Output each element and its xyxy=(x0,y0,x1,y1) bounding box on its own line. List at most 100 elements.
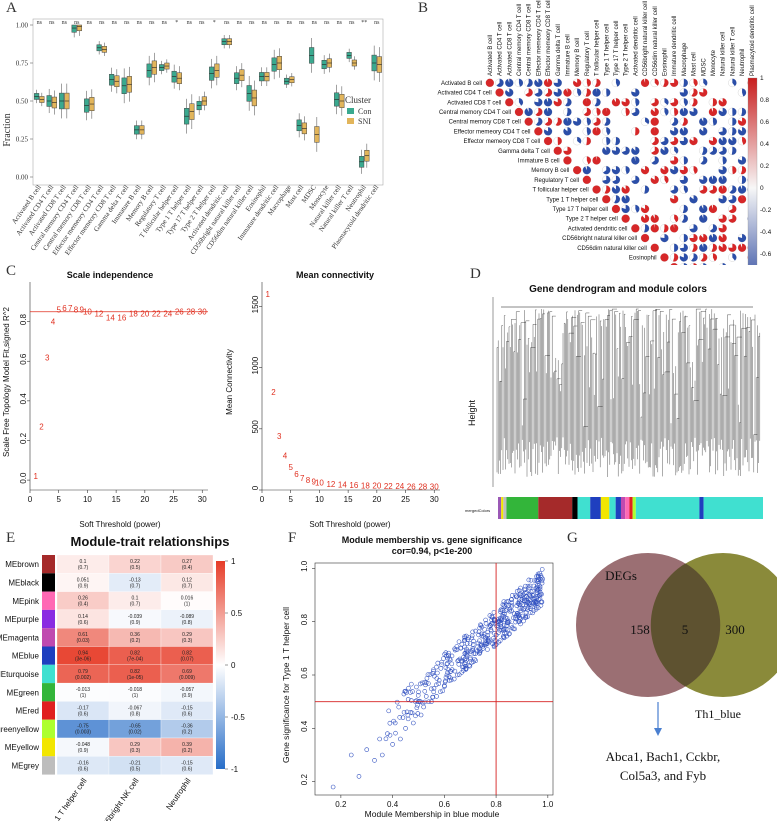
corr-pie xyxy=(650,107,659,117)
corr-pie xyxy=(738,127,747,136)
module-color-swatch xyxy=(42,555,55,574)
mean-connectivity-point: 16 xyxy=(349,481,358,490)
scatter-point xyxy=(431,686,437,691)
heatmap-cell-pvalue: (0.2) xyxy=(130,638,141,644)
corr-pie xyxy=(708,234,717,243)
scatter-point xyxy=(516,612,522,618)
heatmap-cell-value: 0.61 xyxy=(78,632,88,638)
corr-pie xyxy=(545,88,553,97)
heatmap-cell-value: 0.22 xyxy=(130,559,140,565)
mean-connectivity-point: 26 xyxy=(407,482,416,491)
corr-pie xyxy=(505,88,514,97)
heatmap-cell-value: 0.016 xyxy=(181,596,194,602)
scatter-point xyxy=(405,716,411,722)
corr-colorbar-tick: 0.4 xyxy=(760,141,769,148)
corr-col-label: Immature dendritic cell xyxy=(672,16,678,76)
corr-col-label: Regulatory T cell xyxy=(585,31,591,76)
corr-pie xyxy=(699,243,708,252)
heatmap-cell-value: 0.051 xyxy=(77,577,90,583)
sig-label: ns xyxy=(74,20,80,26)
heatmap-cell-pvalue: (1) xyxy=(184,602,190,608)
scatter-point xyxy=(504,599,509,605)
corr-pie xyxy=(635,204,640,213)
scale-independence-xtick-label: 25 xyxy=(169,495,178,504)
scatter-point xyxy=(504,606,510,612)
mean-connectivity-point: 18 xyxy=(361,481,370,490)
corr-pie xyxy=(664,175,669,184)
module-label: MEturquoise xyxy=(0,670,40,679)
scatter-point xyxy=(436,681,441,686)
corr-pie xyxy=(674,214,679,223)
scatter-point xyxy=(502,617,507,622)
corr-pie xyxy=(621,204,630,213)
scatter-point xyxy=(469,660,474,666)
corr-pie xyxy=(621,146,630,155)
corr-row-label: Gamma delta T cell xyxy=(498,149,550,155)
heatmap-cell-pvalue: (0.5) xyxy=(130,766,141,772)
corr-pie xyxy=(631,88,640,97)
corr-pie xyxy=(641,204,650,213)
panel-a-ylabel: Fraction xyxy=(2,113,13,146)
sig-label: ns xyxy=(99,20,105,26)
scatter-point xyxy=(525,599,530,605)
corr-row-label: Type 1 T helper cell xyxy=(546,197,598,203)
scatter-point xyxy=(501,626,507,632)
corr-pie xyxy=(681,214,688,223)
trait-label: Type 1 T helper cell xyxy=(41,776,88,821)
corr-pie xyxy=(518,78,524,87)
corr-pie xyxy=(594,78,601,87)
scatter-point xyxy=(466,635,472,640)
corr-col-label: T follicular helper cell xyxy=(595,20,601,76)
corr-pie xyxy=(524,117,533,126)
corr-pie xyxy=(625,166,630,175)
corr-pie xyxy=(732,117,737,126)
scatter-point xyxy=(524,602,529,608)
corr-pie xyxy=(683,185,688,194)
corr-pie xyxy=(592,185,601,194)
corr-col-label: Effector memeory CD8 T cell xyxy=(546,0,552,76)
sig-label: ns xyxy=(112,20,118,26)
corr-pie xyxy=(586,156,591,165)
scale-independence-point: 12 xyxy=(94,310,103,319)
scatter-point xyxy=(518,601,524,606)
corr-pie xyxy=(563,146,572,155)
scatter-point xyxy=(404,709,410,715)
scatter-point xyxy=(449,653,455,659)
corr-pie xyxy=(699,234,708,243)
corr-pie xyxy=(535,107,543,116)
heatmap-cell-value: 0.14 xyxy=(78,614,88,620)
scatter-point xyxy=(446,653,451,658)
corr-pie xyxy=(553,146,562,155)
corr-colorbar-tick: 0 xyxy=(760,185,764,192)
scatter-point xyxy=(456,662,462,667)
heatmap-cell-pvalue: (0.9) xyxy=(182,693,193,699)
module-label: MEgreenyellow xyxy=(0,725,39,734)
scatter-point xyxy=(406,685,411,691)
corr-row-label: CD56bright natural killer cell xyxy=(562,236,637,242)
corr-pie xyxy=(709,146,717,155)
corr-pie xyxy=(611,98,620,107)
scatter-point xyxy=(435,670,440,676)
corr-col-label: Type 1 T helper cell xyxy=(604,24,610,76)
scatter-point xyxy=(390,742,395,747)
corr-pie xyxy=(604,185,611,194)
heatmap-cell-pvalue: (7e-04) xyxy=(127,657,143,663)
scatter-point xyxy=(446,650,452,656)
scatter-point xyxy=(523,615,529,620)
scatter-point xyxy=(411,720,416,726)
scatter-point xyxy=(414,705,420,711)
mean-connectivity-point: 9 xyxy=(311,477,316,486)
scatter-point xyxy=(534,605,539,610)
scatter-point xyxy=(485,629,491,635)
module-label: MEblack xyxy=(8,578,40,587)
corr-pie xyxy=(718,195,727,204)
heatmap-cell-pvalue: (0.7) xyxy=(182,583,193,589)
scatter-point xyxy=(504,620,510,626)
scatter-point xyxy=(483,621,489,626)
scatter-point xyxy=(431,669,436,674)
scatter-point xyxy=(447,675,453,681)
corr-col-label: Plasmacytoid dendritic cell xyxy=(750,5,756,76)
mean-connectivity-xtick-label: 10 xyxy=(315,495,324,504)
corr-pie xyxy=(553,88,562,97)
module-color-swatch xyxy=(42,628,55,647)
